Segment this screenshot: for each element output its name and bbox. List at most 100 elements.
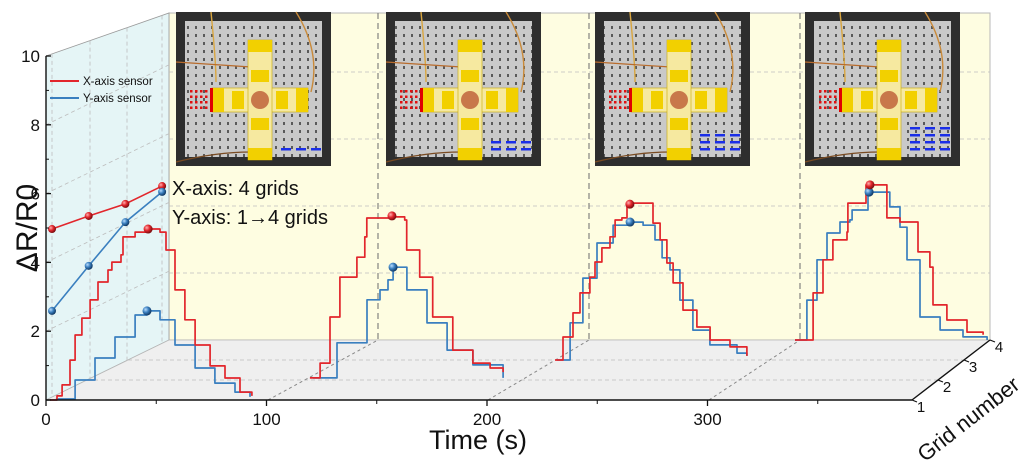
curve-x-sensor (309, 216, 504, 379)
red-grid-dot (609, 95, 612, 98)
red-grid-dot (415, 90, 418, 93)
z-tick (937, 379, 944, 383)
legend-label-y-sensor: Y-axis sensor (83, 93, 152, 105)
yellow-clamp (670, 118, 688, 130)
projection-point-x-sensor (84, 211, 93, 220)
z-axis-line (911, 339, 991, 401)
blue-grid-dash (296, 148, 306, 151)
red-grid-dot (415, 95, 418, 98)
annotation-x-axis: X-axis: 4 grids (172, 178, 299, 200)
wire (629, 11, 636, 83)
yellow-clamp (232, 91, 244, 109)
curve-group-grid-2 (309, 211, 504, 379)
red-grid-dot (190, 95, 193, 98)
red-grid-dot (410, 101, 413, 104)
red-grid-dot (190, 90, 193, 93)
curve-group-grid-4 (795, 180, 988, 341)
wire (594, 151, 671, 163)
blue-grid-dash (311, 148, 321, 151)
legend-label-x-sensor: X-axis sensor (83, 76, 153, 88)
yellow-clamp (880, 70, 898, 82)
copper-center (880, 91, 898, 109)
inset-photo-4 (804, 11, 960, 166)
yellow-clamp (861, 91, 873, 109)
curve-y-sensor (55, 310, 251, 400)
wire (420, 11, 427, 83)
red-grid-dot (415, 101, 418, 104)
blue-grid-dash (730, 134, 740, 137)
yellow-clamp (905, 91, 917, 109)
peak-marker-y-sensor (142, 306, 152, 316)
red-grid-dot (200, 90, 203, 93)
red-grid-dot (614, 95, 617, 98)
red-grid-dot (819, 95, 822, 98)
blue-grid-dash (521, 141, 531, 144)
projection-point-x-sensor (48, 225, 56, 234)
red-grid-dot (400, 106, 403, 109)
red-grid-dot (829, 101, 832, 104)
yellow-clamp (506, 88, 518, 112)
y-tick-label: 2 (31, 322, 40, 341)
blue-grid-dash (940, 127, 950, 130)
red-grid-dot (190, 101, 193, 104)
red-grid-dot (619, 90, 622, 93)
red-grid-dot (195, 95, 198, 98)
yellow-clamp (248, 148, 272, 160)
red-grid-dot (410, 95, 413, 98)
x-tick-label: 0 (41, 410, 50, 429)
yellow-clamp (276, 91, 288, 109)
blue-grid-dash (715, 141, 725, 144)
red-grid-dot (819, 90, 822, 93)
red-grid-dot (829, 106, 832, 109)
yellow-clamp (841, 88, 853, 112)
red-marker (629, 88, 632, 112)
yellow-clamp (458, 40, 482, 52)
wire (385, 61, 462, 68)
red-grid-dot (624, 90, 627, 93)
side-wall (45, 12, 170, 401)
red-grid-dot (415, 106, 418, 109)
red-grid-dot (614, 106, 617, 109)
blue-grid-dash (925, 134, 935, 137)
red-grid-dot (200, 95, 203, 98)
floor-dotted-line (267, 339, 379, 401)
red-grid-dot (834, 106, 837, 109)
red-grid-dot (400, 95, 403, 98)
peak-marker-y-sensor (864, 187, 874, 197)
yellow-clamp (877, 148, 901, 160)
floor (45, 339, 992, 401)
wire (839, 11, 846, 83)
projection-point-y-sensor (48, 306, 56, 315)
z-tick (911, 399, 918, 403)
side-gridline (45, 64, 170, 126)
curve-x-sensor (50, 228, 253, 401)
yellow-clamp (695, 91, 707, 109)
yellow-clamp (458, 148, 482, 160)
yellow-clamp (877, 40, 901, 52)
blue-grid-dash (730, 141, 740, 144)
peak-marker-y-sensor (388, 262, 398, 272)
projection-point-x-sensor (121, 199, 130, 208)
red-grid-dot (195, 106, 198, 109)
blue-grid-dash (925, 141, 935, 144)
wire (924, 11, 944, 93)
blue-grid-dash (491, 141, 501, 144)
blue-grid-dash (715, 148, 725, 151)
side-gridline (45, 133, 170, 194)
red-marker (420, 88, 423, 112)
projection-line-y-sensor (51, 191, 163, 312)
red-grid-dot (205, 90, 208, 93)
red-grid-dot (619, 101, 622, 104)
red-grid-dot (824, 95, 827, 98)
yellow-clamp (631, 88, 643, 112)
red-grid-dot (410, 90, 413, 93)
x-tick-label: 300 (693, 410, 721, 429)
blue-grid-dash (506, 141, 516, 144)
red-grid-dot (819, 106, 822, 109)
y-tick-label: 10 (21, 47, 40, 66)
yellow-clamp (925, 88, 937, 112)
wire (714, 11, 734, 93)
red-grid-dot (834, 95, 837, 98)
yellow-clamp (296, 88, 308, 112)
